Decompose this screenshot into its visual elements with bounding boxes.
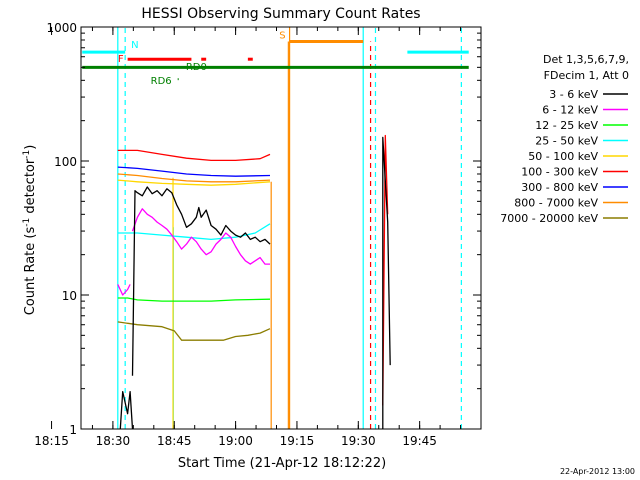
- flag-label-rd0: RD0: [186, 62, 207, 73]
- flag-label-f: F: [118, 54, 124, 65]
- legend-label-25-50-kev: 25 - 50 keV: [535, 135, 598, 148]
- legend-label-300-800-kev: 300 - 800 keV: [521, 181, 598, 194]
- series-line-3-6-kev-3: [382, 136, 391, 429]
- legend-title-line-1: Det 1,3,5,6,7,9,: [543, 53, 629, 66]
- x-axis-label: Start Time (21-Apr-12 18:12:22): [178, 456, 386, 471]
- legend: Det 1,3,5,6,7,9, FDecim 1, Att 0 3 - 6 k…: [500, 53, 629, 225]
- x-tick-label: 19:30: [341, 434, 376, 448]
- x-tick-label: 19:00: [218, 434, 253, 448]
- x-tick-label: 18:15: [34, 434, 69, 448]
- series-line-50-100-kev-1: [117, 179, 271, 186]
- y-axis-label: Count Rate (s-1 detector-1): [22, 145, 38, 316]
- series-line-800-7000-kev-1: [117, 173, 271, 183]
- chart-title: HESSI Observing Summary Count Rates: [141, 6, 420, 22]
- series-line-12-25-kev-1: [117, 297, 271, 302]
- legend-label-12-25-kev: 12 - 25 keV: [535, 119, 598, 132]
- y-tick-label: 10: [62, 289, 77, 303]
- legend-label-800-7000-kev: 800 - 7000 keV: [514, 197, 598, 210]
- series-line-300-800-kev-1: [117, 166, 271, 177]
- series-line-100-300-kev-1: [117, 149, 271, 162]
- x-tick-label: 19:15: [280, 434, 315, 448]
- legend-label-6-12-kev: 6 - 12 keV: [542, 104, 598, 117]
- flag-label-s: S: [279, 30, 285, 41]
- legend-title-line-2: FDecim 1, Att 0: [544, 69, 629, 82]
- series-line-25-50-kev-1: [117, 223, 271, 241]
- series-line-6-12-kev-2: [131, 208, 270, 265]
- series-line-7000-20000-kev-1: [117, 321, 271, 341]
- legend-label-100-300-kev: 100 - 300 keV: [521, 166, 598, 179]
- legend-label-7000-20000-kev: 7000 - 20000 keV: [500, 212, 598, 225]
- series-line-3-6-kev-1: [119, 390, 134, 429]
- date-stamp: 22-Apr-2012 13:00: [560, 467, 635, 476]
- x-tick-label: 18:30: [96, 434, 131, 448]
- flag-label-rd6: RD6: [151, 76, 172, 87]
- legend-label-50-100-kev: 50 - 100 keV: [528, 150, 598, 163]
- flag-label-n: N: [131, 40, 138, 51]
- series-line-100-300-kev-2: [382, 134, 389, 406]
- y-tick-label: 1: [69, 423, 77, 437]
- legend-label-3-6-kev: 3 - 6 keV: [549, 88, 598, 101]
- y-tick-label: 1000: [46, 21, 77, 35]
- x-tick-label: 19:45: [402, 434, 437, 448]
- x-tick-label: 18:45: [157, 434, 192, 448]
- y-tick-label: 100: [54, 155, 77, 169]
- series-line-3-6-kev-2: [131, 186, 271, 376]
- plot-frame: [80, 26, 482, 430]
- series-line-6-12-kev-1: [117, 284, 131, 296]
